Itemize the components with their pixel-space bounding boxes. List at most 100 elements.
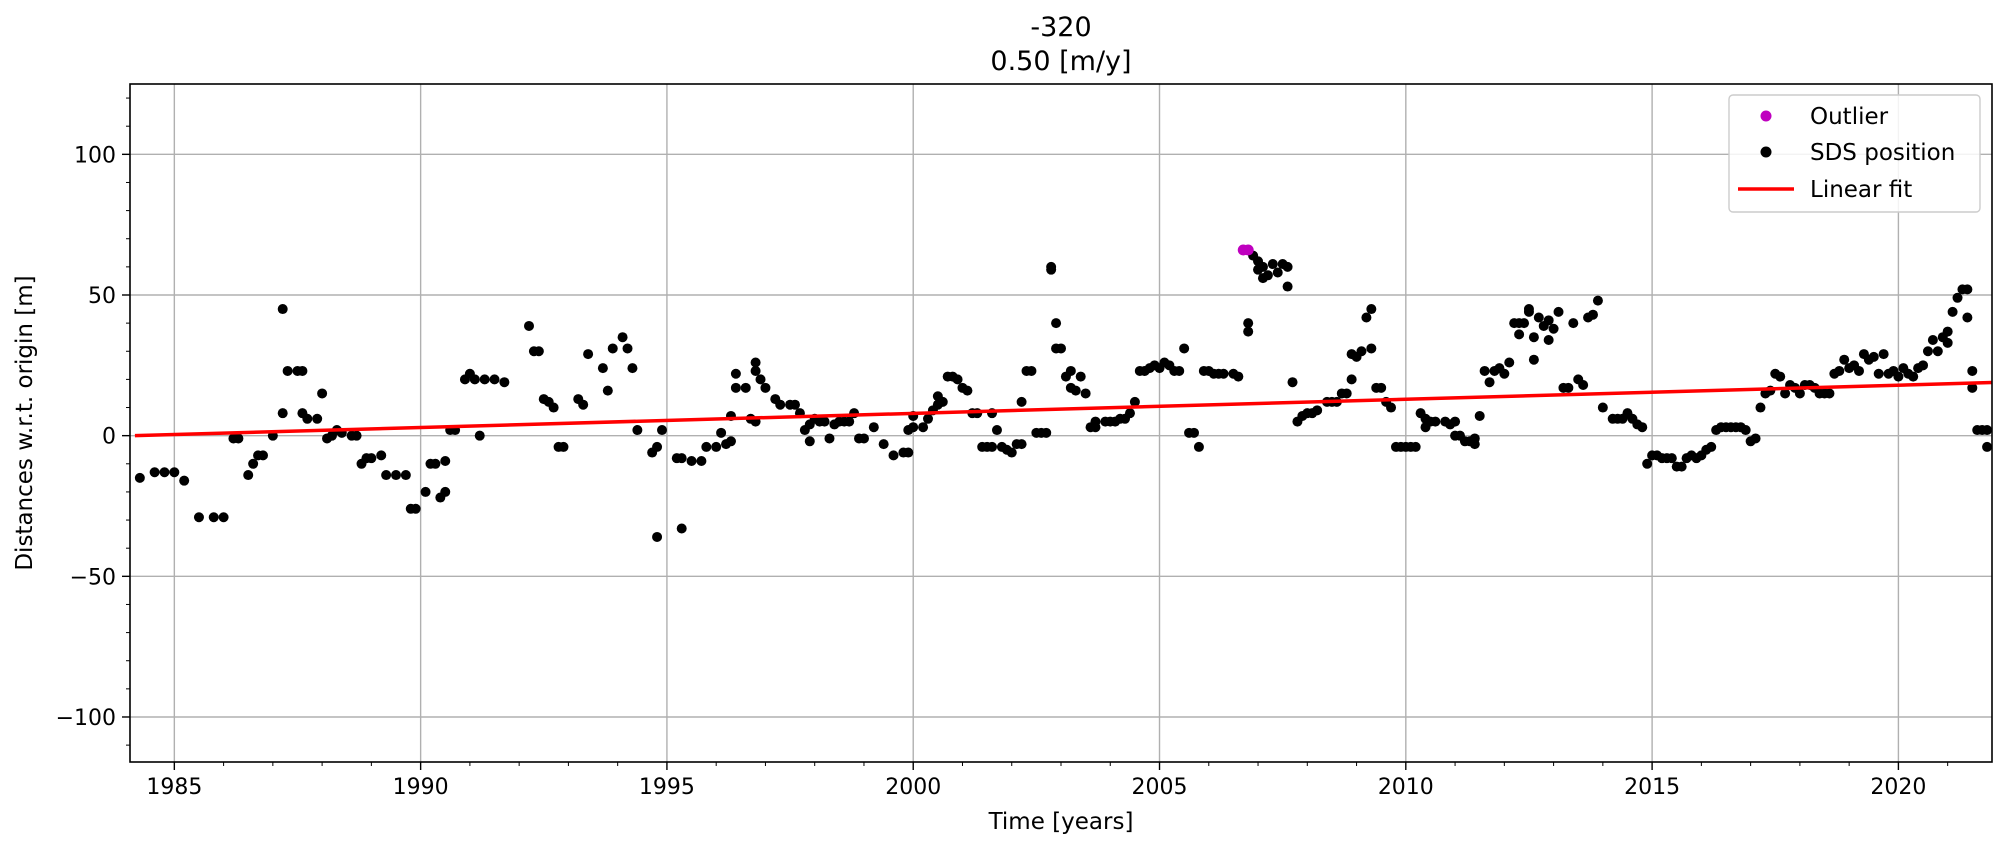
- sds-position-point: [420, 486, 431, 497]
- sds-position-point: [1051, 318, 1062, 329]
- sds-position-point: [617, 332, 628, 343]
- sds-position-point: [804, 436, 815, 447]
- sds-position-point: [858, 433, 869, 444]
- sds-position-point: [1016, 439, 1027, 450]
- sds-position-point: [1908, 371, 1919, 382]
- sds-position-point: [312, 413, 323, 424]
- sds-position-point: [750, 365, 761, 376]
- chart-subtitle: 0.50 [m/y]: [990, 46, 1131, 77]
- sds-position-point: [740, 382, 751, 393]
- sds-position-point: [410, 503, 421, 514]
- sds-position-point: [1282, 281, 1293, 292]
- sds-position-point: [1193, 441, 1204, 452]
- sds-position-point: [775, 399, 786, 410]
- sds-position-point: [1484, 377, 1495, 388]
- y-tick-label: 50: [88, 284, 116, 309]
- sds-position-point: [1474, 410, 1485, 421]
- sds-position-point: [602, 385, 613, 396]
- x-tick-label: 2015: [1624, 775, 1680, 800]
- sds-position-point: [1868, 351, 1879, 362]
- sds-position-point: [652, 531, 663, 542]
- sds-position-point: [908, 422, 919, 433]
- sds-position-point: [440, 486, 451, 497]
- sds-position-point: [1839, 354, 1850, 365]
- sds-position-point: [652, 441, 663, 452]
- axis-ticks: 1985 1990 1995 2000 2005 2010 2015 2020 −100 −50 0…: [56, 97, 1949, 800]
- sds-position-point: [824, 433, 835, 444]
- sds-position-point: [578, 399, 589, 410]
- sds-position-point: [479, 374, 490, 385]
- sds-position-point: [1962, 284, 1973, 295]
- sds-position-point: [1597, 402, 1608, 413]
- sds-position-point: [1469, 439, 1480, 450]
- x-tick-label: 2020: [1870, 775, 1926, 800]
- sds-position-point: [1740, 425, 1751, 436]
- sds-position-point: [243, 470, 254, 481]
- sds-position-point: [1543, 335, 1554, 346]
- sds-position-point: [1065, 365, 1076, 376]
- sds-position-point: [134, 472, 145, 483]
- sds-position-point: [1430, 416, 1441, 427]
- sds-position-point: [1588, 309, 1598, 320]
- sds-position-point: [1942, 326, 1953, 337]
- sds-position-point: [725, 436, 736, 447]
- sds-position-point: [686, 455, 697, 466]
- sds-position-point: [1174, 365, 1185, 376]
- sds-position-point: [1563, 382, 1574, 393]
- x-tick-label: 1990: [393, 775, 449, 800]
- sds-position-point: [962, 385, 973, 396]
- sds-position-point: [1706, 441, 1717, 452]
- sds-position-point: [583, 349, 594, 360]
- sds-position-point: [1676, 461, 1687, 472]
- y-tick-label: −100: [56, 706, 116, 731]
- sds-position-point: [952, 374, 963, 385]
- sds-position-point: [524, 320, 534, 331]
- sds-position-point: [1189, 427, 1199, 438]
- x-tick-label: 1985: [146, 775, 202, 800]
- sds-position-point: [1341, 388, 1352, 399]
- sds-position-point: [750, 357, 761, 368]
- legend: Outlier SDS position Linear fit: [1728, 94, 1981, 213]
- sds-position-point: [218, 512, 229, 523]
- sds-position-point: [1553, 306, 1564, 317]
- sds-position-point: [1523, 306, 1534, 317]
- sds-position-point: [1257, 261, 1268, 272]
- sds-position-point: [1962, 312, 1973, 323]
- sds-position-point: [868, 422, 879, 433]
- sds-position-point: [1942, 337, 1953, 348]
- sds-position-point: [1272, 267, 1283, 278]
- y-tick-label: 100: [74, 143, 116, 168]
- sds-position-point: [1947, 306, 1958, 317]
- sds-position-point: [1366, 304, 1377, 315]
- chart-title: -320: [1030, 12, 1091, 43]
- sds-position-point: [1543, 315, 1554, 326]
- sds-position-point: [696, 455, 707, 466]
- legend-outlier-label: Outlier: [1810, 104, 1889, 130]
- sds-position-point: [179, 475, 190, 486]
- sds-position-point: [1548, 323, 1559, 334]
- sds-position-point: [716, 427, 727, 438]
- legend-fit-label: Linear fit: [1810, 177, 1912, 203]
- sds-position-point: [1124, 408, 1135, 419]
- sds-position-point: [760, 382, 771, 393]
- sds-position-point: [558, 441, 569, 452]
- sds-position-point: [1233, 371, 1244, 382]
- sds-position-point: [1514, 329, 1525, 340]
- sds-position-point: [1070, 385, 1081, 396]
- sds-position-point: [208, 512, 219, 523]
- sds-position-point: [1927, 335, 1938, 346]
- sds-position-point: [1479, 365, 1490, 376]
- sds-position-point: [1982, 441, 1993, 452]
- sds-position-point: [159, 467, 170, 478]
- sds-position-point: [169, 467, 180, 478]
- sds-position-point: [1056, 343, 1066, 354]
- sds-position-point: [1967, 365, 1978, 376]
- sds-position-point: [903, 447, 914, 458]
- sds-position-point: [297, 365, 308, 376]
- sds-position-point: [1967, 382, 1978, 393]
- sds-position-point: [1918, 360, 1929, 371]
- sds-position-point: [376, 450, 387, 461]
- sds-position-point: [937, 396, 948, 407]
- sds-position-point: [730, 382, 741, 393]
